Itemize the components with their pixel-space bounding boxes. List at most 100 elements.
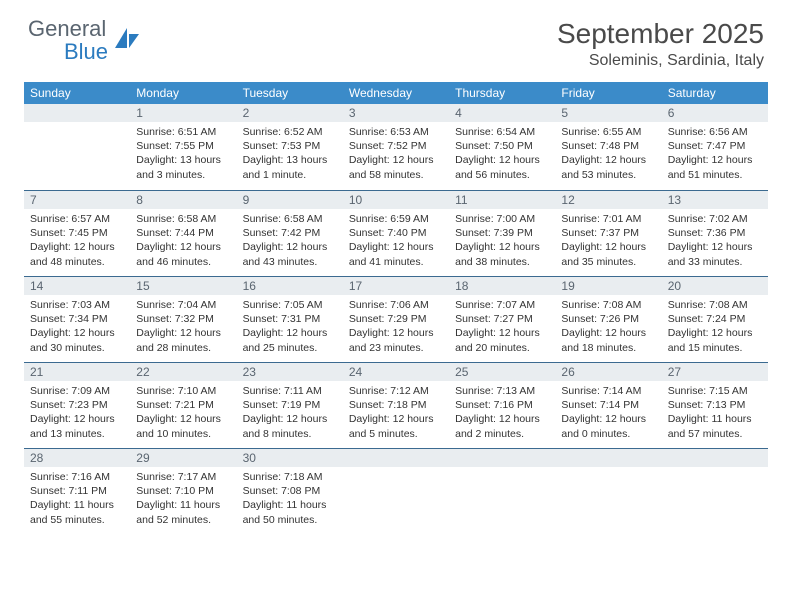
day-number: 27 (662, 362, 768, 381)
daylight-text-1: Daylight: 13 hours (243, 153, 337, 167)
day-info: Sunrise: 7:08 AMSunset: 7:24 PMDaylight:… (662, 295, 768, 355)
header: General Blue September 2025 Soleminis, S… (0, 0, 792, 78)
sunrise-text: Sunrise: 6:51 AM (136, 125, 230, 139)
daylight-text-1: Daylight: 11 hours (136, 498, 230, 512)
sunset-text: Sunset: 7:52 PM (349, 139, 443, 153)
weekday-header: Thursday (449, 82, 555, 104)
daylight-text-1: Daylight: 12 hours (349, 326, 443, 340)
brand-word2: Blue (64, 39, 108, 64)
sunset-text: Sunset: 7:26 PM (561, 312, 655, 326)
day-number: 1 (130, 104, 236, 122)
sunrise-text: Sunrise: 7:12 AM (349, 384, 443, 398)
calendar-day-cell: 9Sunrise: 6:58 AMSunset: 7:42 PMDaylight… (237, 190, 343, 276)
calendar-day-cell: 30Sunrise: 7:18 AMSunset: 7:08 PMDayligh… (237, 448, 343, 534)
daylight-text-2: and 5 minutes. (349, 427, 443, 441)
calendar-day-cell: 20Sunrise: 7:08 AMSunset: 7:24 PMDayligh… (662, 276, 768, 362)
calendar-day-cell: 29Sunrise: 7:17 AMSunset: 7:10 PMDayligh… (130, 448, 236, 534)
daylight-text-2: and 1 minute. (243, 168, 337, 182)
sail-icon (113, 26, 143, 57)
day-number: 15 (130, 276, 236, 295)
daylight-text-2: and 46 minutes. (136, 255, 230, 269)
calendar-day-cell (449, 448, 555, 534)
daylight-text-2: and 3 minutes. (136, 168, 230, 182)
day-info: Sunrise: 7:07 AMSunset: 7:27 PMDaylight:… (449, 295, 555, 355)
daylight-text-1: Daylight: 12 hours (455, 240, 549, 254)
sunset-text: Sunset: 7:50 PM (455, 139, 549, 153)
calendar-day-cell: 4Sunrise: 6:54 AMSunset: 7:50 PMDaylight… (449, 104, 555, 190)
sunrise-text: Sunrise: 7:14 AM (561, 384, 655, 398)
sunrise-text: Sunrise: 7:13 AM (455, 384, 549, 398)
day-info: Sunrise: 7:03 AMSunset: 7:34 PMDaylight:… (24, 295, 130, 355)
title-block: September 2025 Soleminis, Sardinia, Ital… (557, 18, 764, 70)
daylight-text-2: and 18 minutes. (561, 341, 655, 355)
daylight-text-2: and 8 minutes. (243, 427, 337, 441)
calendar-day-cell: 1Sunrise: 6:51 AMSunset: 7:55 PMDaylight… (130, 104, 236, 190)
calendar-day-cell: 24Sunrise: 7:12 AMSunset: 7:18 PMDayligh… (343, 362, 449, 448)
day-info: Sunrise: 7:10 AMSunset: 7:21 PMDaylight:… (130, 381, 236, 441)
daylight-text-2: and 51 minutes. (668, 168, 762, 182)
daylight-text-1: Daylight: 12 hours (30, 326, 124, 340)
calendar-week-row: 28Sunrise: 7:16 AMSunset: 7:11 PMDayligh… (24, 448, 768, 534)
sunrise-text: Sunrise: 7:16 AM (30, 470, 124, 484)
sunrise-text: Sunrise: 7:02 AM (668, 212, 762, 226)
sunrise-text: Sunrise: 6:59 AM (349, 212, 443, 226)
calendar-day-cell: 10Sunrise: 6:59 AMSunset: 7:40 PMDayligh… (343, 190, 449, 276)
weekday-header: Tuesday (237, 82, 343, 104)
sunset-text: Sunset: 7:14 PM (561, 398, 655, 412)
sunset-text: Sunset: 7:53 PM (243, 139, 337, 153)
calendar-day-cell: 25Sunrise: 7:13 AMSunset: 7:16 PMDayligh… (449, 362, 555, 448)
daylight-text-2: and 56 minutes. (455, 168, 549, 182)
daylight-text-1: Daylight: 12 hours (668, 240, 762, 254)
day-number: 16 (237, 276, 343, 295)
daylight-text-2: and 48 minutes. (30, 255, 124, 269)
calendar-day-cell: 13Sunrise: 7:02 AMSunset: 7:36 PMDayligh… (662, 190, 768, 276)
sunset-text: Sunset: 7:18 PM (349, 398, 443, 412)
calendar-day-cell: 23Sunrise: 7:11 AMSunset: 7:19 PMDayligh… (237, 362, 343, 448)
day-info: Sunrise: 7:05 AMSunset: 7:31 PMDaylight:… (237, 295, 343, 355)
day-number: 3 (343, 104, 449, 122)
day-info: Sunrise: 7:16 AMSunset: 7:11 PMDaylight:… (24, 467, 130, 527)
calendar-day-cell: 21Sunrise: 7:09 AMSunset: 7:23 PMDayligh… (24, 362, 130, 448)
day-number: 11 (449, 190, 555, 209)
sunset-text: Sunset: 7:21 PM (136, 398, 230, 412)
sunrise-text: Sunrise: 7:09 AM (30, 384, 124, 398)
calendar-day-cell: 2Sunrise: 6:52 AMSunset: 7:53 PMDaylight… (237, 104, 343, 190)
daylight-text-1: Daylight: 12 hours (30, 412, 124, 426)
sunrise-text: Sunrise: 7:03 AM (30, 298, 124, 312)
calendar-day-cell: 16Sunrise: 7:05 AMSunset: 7:31 PMDayligh… (237, 276, 343, 362)
sunrise-text: Sunrise: 7:15 AM (668, 384, 762, 398)
sunset-text: Sunset: 7:08 PM (243, 484, 337, 498)
daylight-text-2: and 41 minutes. (349, 255, 443, 269)
daylight-text-1: Daylight: 12 hours (561, 153, 655, 167)
daylight-text-1: Daylight: 11 hours (243, 498, 337, 512)
daylight-text-2: and 10 minutes. (136, 427, 230, 441)
weekday-header: Friday (555, 82, 661, 104)
day-info: Sunrise: 7:12 AMSunset: 7:18 PMDaylight:… (343, 381, 449, 441)
daylight-text-2: and 52 minutes. (136, 513, 230, 527)
day-info: Sunrise: 6:55 AMSunset: 7:48 PMDaylight:… (555, 122, 661, 182)
daylight-text-2: and 58 minutes. (349, 168, 443, 182)
day-number: 18 (449, 276, 555, 295)
day-number: 19 (555, 276, 661, 295)
sunset-text: Sunset: 7:31 PM (243, 312, 337, 326)
daylight-text-2: and 0 minutes. (561, 427, 655, 441)
daylight-text-1: Daylight: 12 hours (349, 240, 443, 254)
day-info: Sunrise: 6:58 AMSunset: 7:44 PMDaylight:… (130, 209, 236, 269)
day-number: 24 (343, 362, 449, 381)
brand-logo: General Blue (28, 18, 143, 64)
calendar-day-cell: 19Sunrise: 7:08 AMSunset: 7:26 PMDayligh… (555, 276, 661, 362)
day-info: Sunrise: 6:59 AMSunset: 7:40 PMDaylight:… (343, 209, 449, 269)
day-number: 13 (662, 190, 768, 209)
calendar-day-cell: 8Sunrise: 6:58 AMSunset: 7:44 PMDaylight… (130, 190, 236, 276)
location-label: Soleminis, Sardinia, Italy (557, 52, 764, 70)
calendar-day-cell: 28Sunrise: 7:16 AMSunset: 7:11 PMDayligh… (24, 448, 130, 534)
daylight-text-1: Daylight: 12 hours (243, 240, 337, 254)
day-number: 22 (130, 362, 236, 381)
sunset-text: Sunset: 7:39 PM (455, 226, 549, 240)
day-number: 25 (449, 362, 555, 381)
weekday-header: Monday (130, 82, 236, 104)
daylight-text-2: and 25 minutes. (243, 341, 337, 355)
day-info: Sunrise: 6:57 AMSunset: 7:45 PMDaylight:… (24, 209, 130, 269)
day-info: Sunrise: 6:56 AMSunset: 7:47 PMDaylight:… (662, 122, 768, 182)
day-number: 10 (343, 190, 449, 209)
